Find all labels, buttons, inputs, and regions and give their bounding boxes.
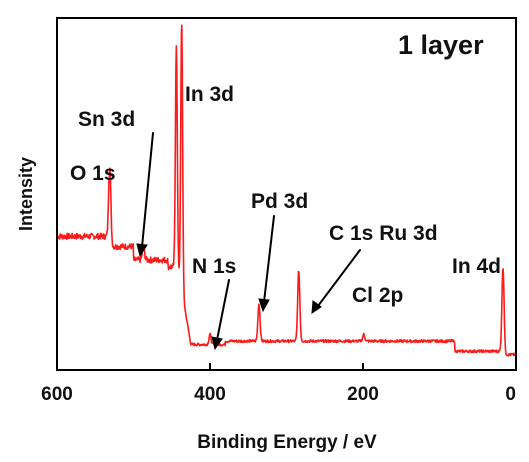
x-tick-label: 200 (347, 384, 379, 405)
x-tick-label: 400 (194, 384, 226, 405)
spectrum-line (56, 24, 517, 357)
arrow-sn3d-head (136, 243, 148, 258)
arrow-c1s-line (317, 249, 361, 307)
annotation-n1s: N 1s (192, 255, 236, 278)
annotation-in4d: In 4d (452, 255, 501, 278)
arrow-c1s-head (311, 300, 322, 314)
annotation-in3d: In 3d (185, 83, 234, 106)
x-tick-label: 600 (41, 384, 73, 405)
x-tick-label: 0 (505, 384, 516, 405)
plot-frame (56, 17, 517, 371)
arrow-pd3d-head (258, 298, 270, 313)
arrow-pd3d-line (263, 215, 275, 303)
arrow-n1s-head (211, 336, 223, 351)
annotation-c1s-ru3d: C 1s Ru 3d (329, 222, 438, 245)
chart-title: 1 layer (398, 30, 484, 60)
annotation-o1s: O 1s (70, 162, 116, 185)
arrow-n1s-line (216, 279, 230, 341)
plot-area (56, 24, 517, 357)
annotation-cl2p: Cl 2p (352, 284, 403, 307)
x-axis-ticks: 600 400 200 0 (41, 363, 517, 405)
arrow-sn3d-line (141, 132, 154, 248)
annotation-sn3d: Sn 3d (78, 108, 135, 131)
x-axis-label: Binding Energy / eV (197, 432, 377, 453)
annotation-pd3d: Pd 3d (251, 190, 308, 213)
y-axis-label: Intensity (16, 157, 36, 231)
